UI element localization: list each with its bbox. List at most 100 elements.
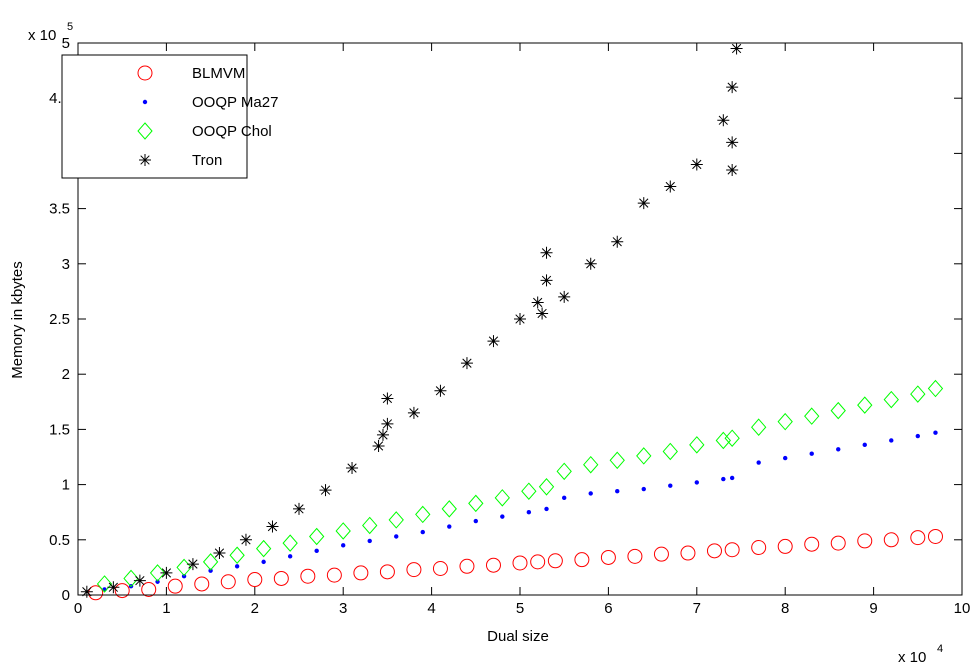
marker-dot [729,475,735,481]
marker-circle [512,555,528,571]
marker-star [346,462,359,475]
marker-diamond [494,489,510,507]
marker-diamond [176,558,192,577]
marker-diamond [309,527,325,546]
marker-dot [314,548,319,554]
marker-diamond [282,534,298,552]
marker-star [730,42,743,55]
x-scale-base: x 10 [898,649,926,666]
marker-dot [367,538,372,544]
marker-diamond [804,407,820,425]
marker-diamond [609,451,625,470]
marker-circle [627,548,643,564]
x-tick-label: 3 [339,600,347,617]
marker-star [558,290,571,303]
x-tick-label: 5 [516,600,524,617]
marker-star [637,197,650,210]
x-tick-label: 9 [869,600,877,617]
marker-diamond [751,418,767,436]
marker-dot [447,524,452,529]
marker-diamond [149,564,166,582]
marker-diamond [388,511,404,529]
legend [61,54,248,179]
x-tick-label: 1 [162,600,170,617]
marker-star [434,384,447,397]
legend-marker [137,122,153,140]
marker-dot [208,568,213,573]
marker-dot [526,510,532,515]
marker-star [540,246,553,259]
marker-circle [247,572,263,588]
marker-circle [220,574,236,590]
marker-dot [721,476,726,482]
marker-dot [341,543,346,548]
marker-dot [862,442,867,448]
marker-diamond [662,442,678,461]
marker-circle [194,576,210,592]
marker-dot [836,447,841,452]
y-tick-label: 1 [62,477,70,494]
x-tick-label: 6 [604,600,612,617]
marker-circle [114,583,130,599]
marker-diamond [927,379,944,398]
marker-star [133,574,146,587]
marker-star [80,585,93,598]
marker-diamond [229,546,245,565]
marker-dot [933,430,938,435]
marker-circle [530,554,546,570]
marker-star [540,274,553,287]
marker-circle [653,546,669,562]
x-tick-label: 7 [693,600,701,617]
marker-dot [562,495,567,501]
legend-label: Tron [192,152,222,169]
marker-diamond [583,455,599,474]
marker-circle [857,533,873,549]
marker-circle [680,545,696,561]
marker-star [536,307,549,320]
marker-circle [326,567,342,583]
marker-circle [353,565,369,581]
marker-dot [915,433,920,439]
marker-dot [155,579,160,584]
y-scale-exponent: 5 [67,21,73,33]
legend-marker [142,99,148,105]
marker-circle [88,585,104,601]
marker-star [372,439,385,452]
marker-star [319,484,332,497]
marker-circle [432,561,448,577]
marker-star [107,581,120,594]
marker-dot [473,518,478,524]
y-tick-label: 3.5 [49,201,70,218]
marker-diamond [636,447,652,465]
marker-dot [234,564,240,569]
marker-diamond [521,482,537,500]
marker-star [726,136,739,149]
marker-dot [500,514,505,519]
marker-dot [394,534,399,539]
marker-star [664,180,677,193]
legend-label: BLMVM [192,65,245,82]
legend-marker [139,154,151,166]
marker-star [407,406,420,419]
marker-diamond [362,516,378,535]
marker-star [213,547,226,560]
marker-star [531,296,544,309]
y-tick-label: 5 [62,35,70,52]
marker-dot [287,554,293,559]
marker-circle [406,562,422,578]
marker-star [717,114,730,127]
y-tick-label: 0.5 [49,532,70,549]
y-tick-label: 0 [62,587,70,604]
marker-circle [379,564,395,580]
marker-diamond [415,505,431,524]
marker-circle [751,540,767,556]
marker-star [293,502,305,515]
marker-circle [547,553,563,569]
marker-dot [694,480,699,485]
x-tick-label: 10 [954,600,971,617]
legend-label: OOQP Ma27 [192,94,278,111]
marker-circle [600,549,616,565]
marker-star [160,566,173,579]
marker-diamond [123,569,139,588]
y-tick-label: 1.5 [49,421,70,438]
